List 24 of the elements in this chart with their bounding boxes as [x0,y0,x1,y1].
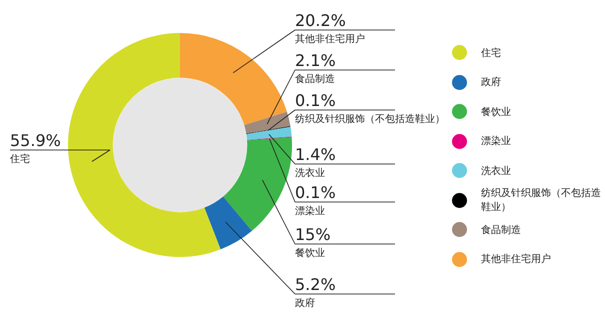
data-label: 1.4% [295,145,336,164]
data-label: 55.9% [10,131,61,150]
slice-label: 餐饮业 [295,247,325,259]
slice-label: 政府 [295,297,315,309]
data-label: 5.2% [295,275,336,294]
data-label: 15% [295,225,331,244]
data-label: 0.1% [295,183,336,202]
slice-label: 纺织及针织服饰（不包括造鞋业） [295,113,445,125]
slice-label: 住宅 [10,153,30,165]
legend-label: 洗衣业 [481,164,511,178]
slice-label: 其他非住宅用户 [295,33,365,45]
slice-label: 漂染业 [295,205,325,217]
legend-label: 食品制造 [481,224,521,237]
legend-label: 其他非住宅用户 [481,252,551,266]
slice-label: 洗衣业 [295,167,325,179]
legend-label: 住宅 [481,46,501,60]
legend-label: 餐饮业 [481,106,511,119]
data-label: 0.1% [295,91,336,110]
legend-label: 纺织及针织服饰（不包括造鞋业） [481,186,602,214]
slice-label: 食品制造 [295,73,335,85]
data-label: 20.2% [295,11,346,30]
legend-label: 政府 [481,76,501,90]
legend-label: 漂染业 [481,134,511,148]
data-label: 2.1% [295,51,336,70]
